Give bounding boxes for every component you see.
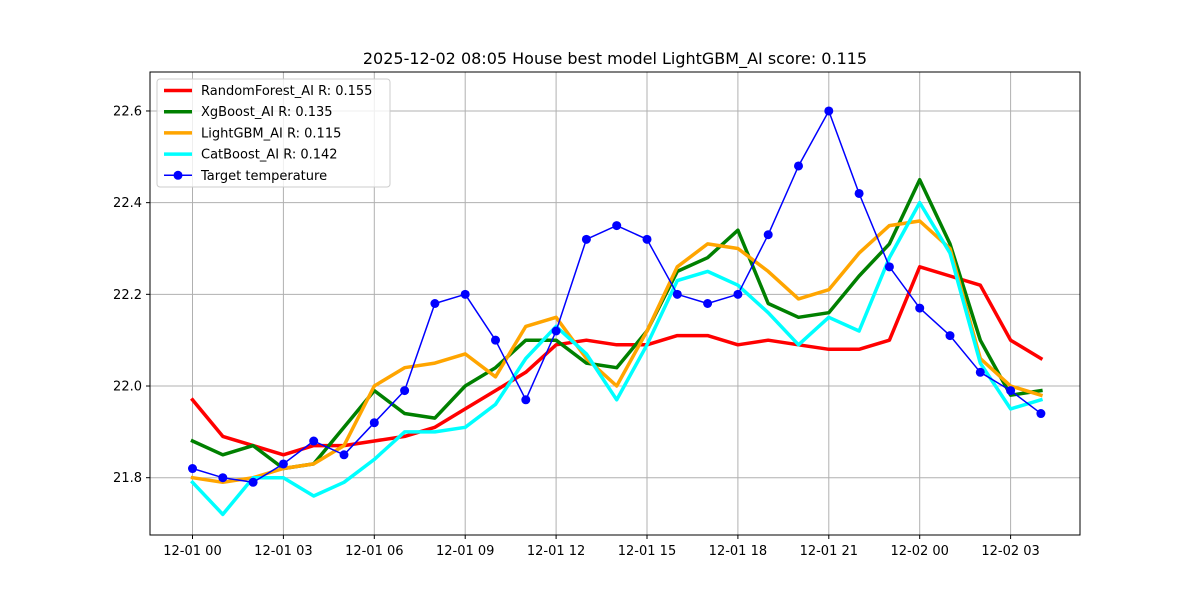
x-tick-label: 12-01 21 xyxy=(800,544,858,559)
y-tick-label: 22.4 xyxy=(113,196,142,211)
data-point-target xyxy=(763,230,773,240)
data-point-target xyxy=(188,464,197,474)
data-point-target xyxy=(642,234,652,244)
data-point-target xyxy=(703,299,713,308)
data-point-target xyxy=(369,418,379,428)
y-tick-label: 22.6 xyxy=(113,104,142,119)
data-point-target xyxy=(309,436,319,446)
y-tick-label: 21.8 xyxy=(113,471,142,486)
data-point-target xyxy=(430,299,440,308)
data-point-target xyxy=(278,459,288,469)
x-tick-label: 12-01 18 xyxy=(709,544,767,559)
data-point-target xyxy=(460,289,470,299)
x-tick-label: 12-01 09 xyxy=(436,544,494,559)
series-line-catboost-ai xyxy=(190,200,1044,517)
legend-label-xgboost-ai: XgBoost_AI R: 0.135 xyxy=(201,105,333,120)
data-point-target xyxy=(915,303,925,313)
data-point-target xyxy=(1036,409,1046,419)
series-line-lightgbm-ai xyxy=(190,219,1044,485)
y-tick-label: 22.0 xyxy=(113,380,142,395)
x-tick-label: 12-01 06 xyxy=(345,544,403,559)
data-point-target xyxy=(581,234,591,244)
plot-frame xyxy=(149,71,1081,536)
data-point-target xyxy=(672,289,682,299)
x-tick-label: 12-01 12 xyxy=(527,544,585,559)
data-point-target xyxy=(975,367,985,377)
data-point-target xyxy=(218,473,228,483)
data-point-target xyxy=(551,326,561,336)
data-point-target xyxy=(400,386,410,396)
x-tick-label: 12-01 03 xyxy=(254,544,312,559)
legend-label-catboost-ai: CatBoost_AI R: 0.142 xyxy=(201,148,338,163)
legend-label-lightgbm-ai: LightGBM_AI R: 0.115 xyxy=(201,126,341,141)
data-point-target xyxy=(491,335,500,345)
data-point-target xyxy=(733,289,743,299)
y-tick-label: 22.2 xyxy=(113,288,142,303)
x-tick-label: 12-02 00 xyxy=(890,544,948,559)
data-point-target xyxy=(339,450,349,460)
legend: RandomForest_AI R: 0.155 XgBoost_AI R: 0.… xyxy=(156,78,391,188)
series-layer xyxy=(188,106,1046,517)
data-point-target xyxy=(884,262,894,272)
axes: 12-01 00 12-01 03 12-01 06 12-01 09 12-01 12… xyxy=(113,104,1040,559)
data-point-target xyxy=(824,106,834,116)
data-point-target xyxy=(521,395,531,405)
x-tick-label: 12-01 00 xyxy=(163,544,221,559)
legend-box xyxy=(156,78,391,188)
data-point-target xyxy=(1006,386,1016,396)
data-point-target xyxy=(854,188,864,198)
data-point-target xyxy=(794,161,803,171)
x-tick-label: 12-02 03 xyxy=(981,544,1039,559)
legend-label-target: Target temperature xyxy=(200,169,327,184)
data-point-target xyxy=(612,221,622,231)
data-point-target xyxy=(945,331,955,341)
legend-marker-target xyxy=(173,170,183,180)
series-line-randomforest-ai xyxy=(190,265,1044,457)
x-tick-label: 12-01 15 xyxy=(618,544,676,559)
chart-title: 2025-12-02 08:05 House best model LightG… xyxy=(363,49,867,69)
data-point-target xyxy=(248,477,258,487)
legend-label-randomforest-ai: RandomForest_AI R: 0.155 xyxy=(201,84,372,99)
